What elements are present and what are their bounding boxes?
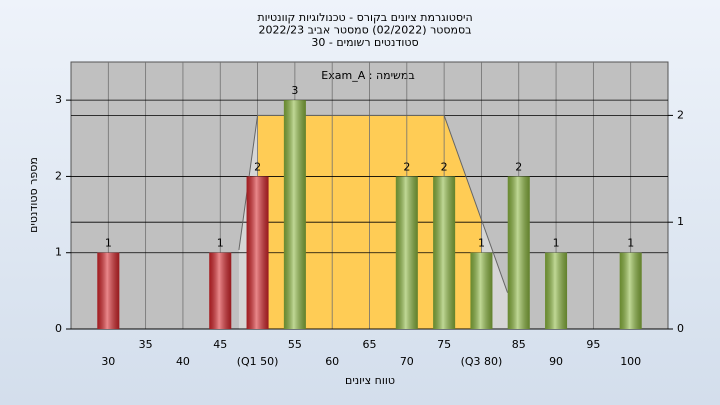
y2-tick-label: 0	[677, 322, 684, 335]
y2-tick-label: 1	[677, 215, 684, 228]
x-tick-label: 95	[586, 338, 600, 351]
x-tick-label: 100	[620, 355, 641, 368]
x-tick-label: 85	[512, 338, 526, 351]
value-label: 1	[553, 237, 560, 250]
y-tick-label: 1	[55, 246, 62, 259]
value-label: 1	[478, 237, 485, 250]
bar-shine	[470, 252, 493, 329]
title-line: היסטוגרמת ציונים בקורס - טכנולוגיות קוונ…	[257, 11, 472, 24]
x-tick-label: (Q3 80)	[461, 355, 503, 368]
value-label: 2	[515, 160, 522, 173]
value-label: 3	[291, 84, 298, 97]
y-tick-label: 2	[55, 169, 62, 182]
bar-shine	[283, 100, 306, 330]
y-tick-label: 3	[55, 93, 62, 106]
bar-shine	[619, 252, 642, 329]
title-line: סטודנטים רשומים - 30	[311, 36, 418, 49]
bar-shine	[433, 176, 456, 329]
bar-shine	[545, 252, 568, 329]
x-tick-label: 70	[400, 355, 414, 368]
bar-shine	[395, 176, 418, 329]
annotation: Exam_A : במשימה	[321, 69, 414, 82]
x-tick-label: 55	[288, 338, 302, 351]
value-label: 2	[403, 160, 410, 173]
value-label: 1	[217, 237, 224, 250]
y2-tick-label: 2	[677, 108, 684, 121]
x-tick-label: 40	[176, 355, 190, 368]
bar-shine	[97, 252, 120, 329]
value-label: 1	[105, 237, 112, 250]
y-axis-label: מספר סטודנטים	[27, 157, 40, 233]
x-tick-label: (Q1 50)	[237, 355, 279, 368]
title: היסטוגרמת ציונים בקורס - טכנולוגיות קוונ…	[257, 11, 472, 49]
x-tick-label: 35	[139, 338, 153, 351]
bar-shine	[246, 176, 269, 329]
x-tick-label: 90	[549, 355, 563, 368]
title-line: בסמסטר (02/2022) סמסטר אביב 2022/23	[258, 24, 471, 37]
y-tick-label: 0	[55, 322, 62, 335]
value-label: 1	[627, 237, 634, 250]
x-axis-label: טווח ציונים	[345, 374, 395, 387]
bar-shine	[507, 176, 530, 329]
x-tick-label: 45	[213, 338, 227, 351]
x-tick-label: 60	[325, 355, 339, 368]
x-tick-label: 65	[363, 338, 377, 351]
x-tick-label: 75	[437, 338, 451, 351]
value-label: 2	[254, 160, 261, 173]
x-tick-label: 30	[101, 355, 115, 368]
bar-shine	[209, 252, 232, 329]
value-label: 2	[441, 160, 448, 173]
